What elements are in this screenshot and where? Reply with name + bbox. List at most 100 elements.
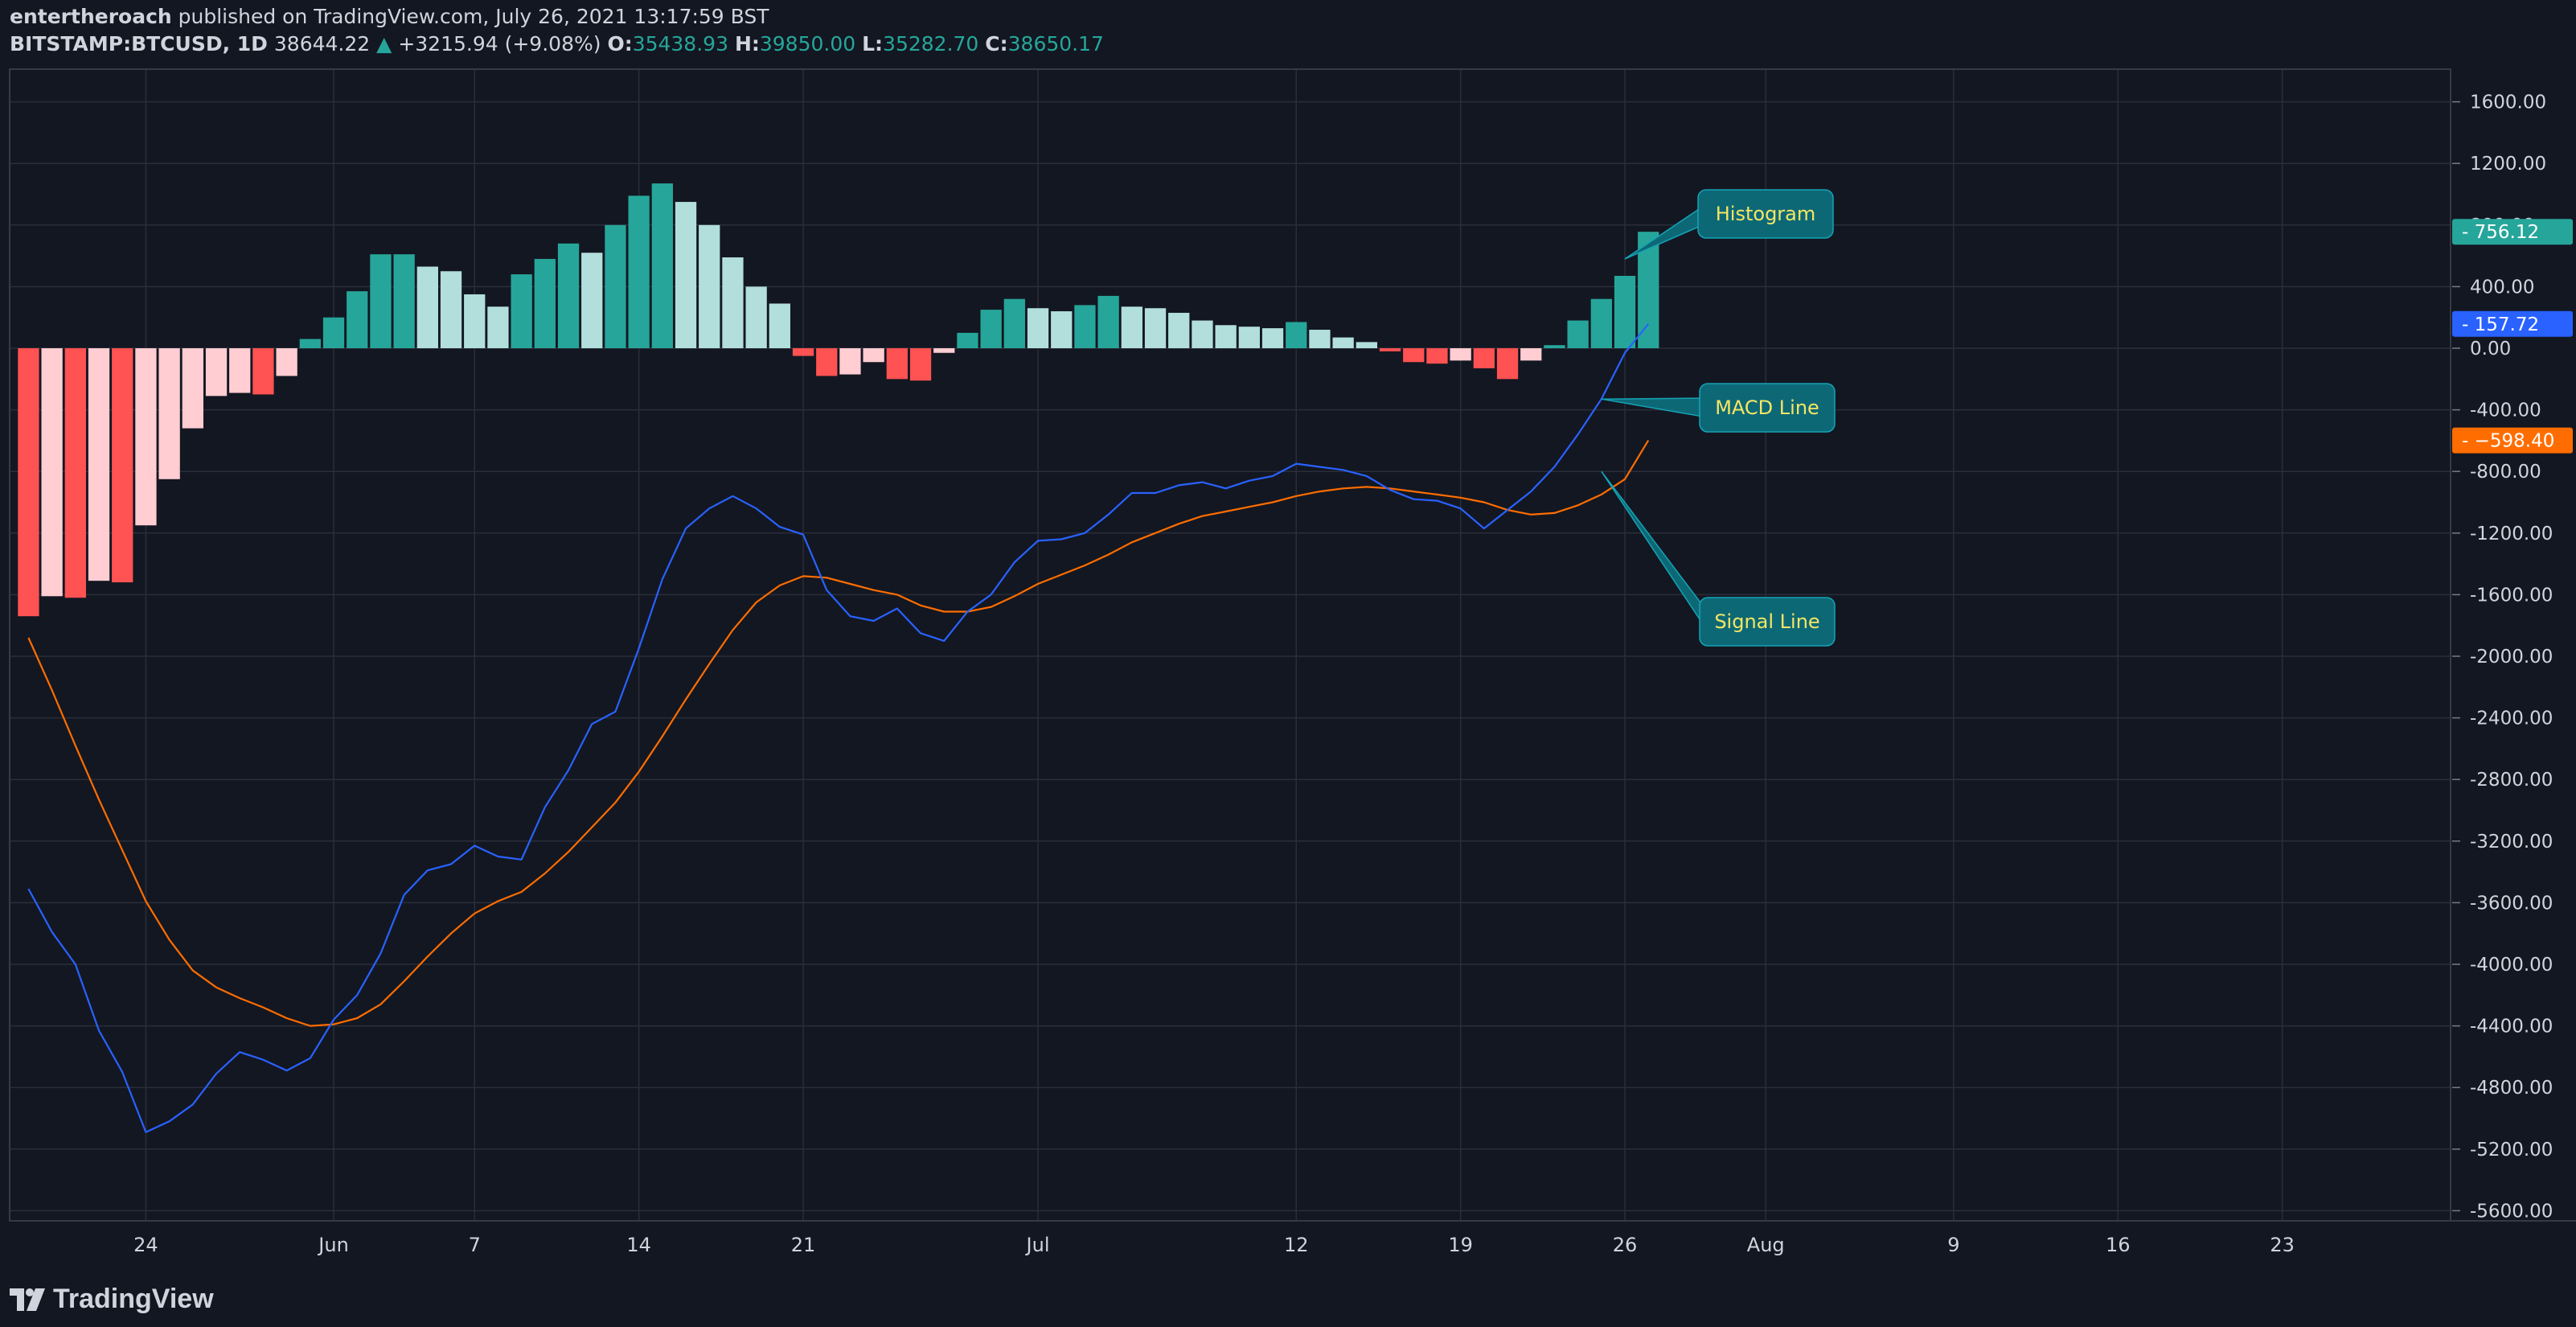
histogram-bar [863, 348, 884, 363]
histogram-bar [158, 348, 180, 479]
last-value-label: - 756.12 [2452, 219, 2573, 245]
y-tick-label: -5600.00 [2470, 1201, 2553, 1222]
y-tick-label: -2000.00 [2470, 647, 2553, 668]
x-tick-label: 26 [1613, 1234, 1638, 1256]
histogram-bar [1332, 337, 1354, 348]
histogram-bar [1403, 348, 1425, 363]
symbol-name[interactable]: BITSTAMP:BTCUSD, 1D [10, 32, 268, 55]
histogram-bar [557, 243, 580, 348]
histogram-bar [1356, 342, 1377, 348]
y-tick-label: 0.00 [2470, 339, 2511, 359]
callout-histogram: Histogram [1624, 189, 1834, 260]
histogram-bar [487, 306, 509, 348]
histogram-bar [1051, 311, 1073, 348]
histogram-bar [1286, 322, 1307, 348]
price-change: +3215.94 (+9.08%) [398, 32, 601, 55]
last-value-label: - −598.40 [2452, 427, 2573, 454]
histogram-bar [1074, 305, 1096, 348]
histogram-series [18, 183, 1659, 617]
y-tick-label: -2800.00 [2470, 770, 2553, 791]
last-value-text: - 157.72 [2462, 314, 2539, 335]
x-tick-label: Aug [1747, 1234, 1785, 1256]
macd-line [27, 323, 1650, 1133]
histogram-bar [299, 339, 321, 348]
y-tick-label: -400.00 [2470, 401, 2541, 421]
histogram-bar [1027, 308, 1049, 348]
tradingview-logo[interactable]: TradingView [10, 1284, 214, 1315]
histogram-bar [18, 348, 39, 617]
publish-info: entertheroach published on TradingView.c… [10, 5, 769, 28]
callout-box [1699, 383, 1836, 433]
y-tick-label: -4000.00 [2470, 955, 2553, 976]
y-tick-label: -1200.00 [2470, 524, 2553, 544]
y-tick-label: -5200.00 [2470, 1140, 2553, 1161]
histogram-bar [182, 348, 203, 429]
up-arrow-icon: ▲ [376, 32, 392, 55]
histogram-bar [605, 224, 626, 348]
histogram-bar [135, 348, 157, 526]
histogram-bar [792, 348, 814, 356]
chart-footer: TradingView [0, 1271, 2576, 1327]
x-tick-label: 9 [1947, 1234, 1959, 1256]
callout-box [1699, 597, 1836, 647]
callout-text: MACD Line [1715, 396, 1819, 419]
x-tick-label: 7 [469, 1234, 481, 1256]
x-tick-label: 14 [626, 1234, 651, 1256]
last-value-badge [2452, 310, 2573, 337]
y-tick-label: -4400.00 [2470, 1017, 2553, 1037]
x-tick-label: 24 [133, 1234, 158, 1256]
callout-text: Signal Line [1714, 610, 1819, 633]
histogram-bar [1426, 348, 1448, 364]
histogram-bar [1261, 328, 1284, 348]
high-label: H: [734, 32, 760, 55]
last-value-text: - −598.40 [2462, 431, 2554, 452]
x-tick-label: 23 [2270, 1234, 2295, 1256]
histogram-bar [886, 348, 908, 380]
histogram-bar [816, 348, 838, 376]
x-tick-label: 12 [1284, 1234, 1309, 1256]
histogram-bar [64, 348, 86, 598]
histogram-bar [1192, 320, 1213, 348]
histogram-bar [1567, 320, 1589, 348]
histogram-bar [1379, 348, 1401, 351]
histogram-bar [1614, 275, 1636, 348]
published-text: published on TradingView.com, July 26, 2… [171, 5, 769, 28]
histogram-bar [839, 348, 861, 375]
histogram-bar [1215, 325, 1237, 348]
y-tick-label: -1600.00 [2470, 585, 2553, 606]
y-tick-label: 1600.00 [2470, 92, 2546, 113]
histogram-bar [1144, 308, 1167, 348]
signal-line [27, 440, 1650, 1027]
histogram-bar [205, 348, 228, 396]
histogram-bar [416, 266, 438, 348]
tradingview-logo-text: TradingView [53, 1284, 214, 1314]
histogram-bar [1238, 327, 1260, 348]
x-tick-label: 16 [2106, 1234, 2131, 1256]
histogram-bar [581, 253, 603, 348]
histogram-bar [88, 348, 110, 581]
histogram-bar [651, 183, 673, 348]
close-label: C: [985, 32, 1008, 55]
y-tick-label: -3200.00 [2470, 832, 2553, 852]
histogram-bar [1168, 312, 1190, 348]
x-tick-label: Jun [317, 1234, 349, 1256]
histogram-bar [276, 348, 297, 376]
last-value-badge [2452, 219, 2573, 245]
last-value-label: - 157.72 [2452, 310, 2573, 337]
high-value: 39850.00 [759, 32, 856, 55]
histogram-bar [440, 271, 462, 348]
y-tick-label: -2400.00 [2470, 709, 2553, 729]
low-label: L: [862, 32, 884, 55]
y-axis: 1600.001200.00800.00400.000.00-400.00-80… [2452, 92, 2553, 1222]
histogram-bar [322, 317, 345, 348]
histogram-bar [347, 291, 368, 348]
callout-text: Histogram [1716, 203, 1816, 225]
close-value: 38650.17 [1007, 32, 1104, 55]
histogram-bar [393, 254, 415, 348]
histogram-bar [699, 224, 720, 348]
histogram-bar [980, 310, 1002, 348]
author-name[interactable]: entertheroach [10, 5, 172, 28]
callout-macd-line: MACD Line [1601, 383, 1836, 433]
